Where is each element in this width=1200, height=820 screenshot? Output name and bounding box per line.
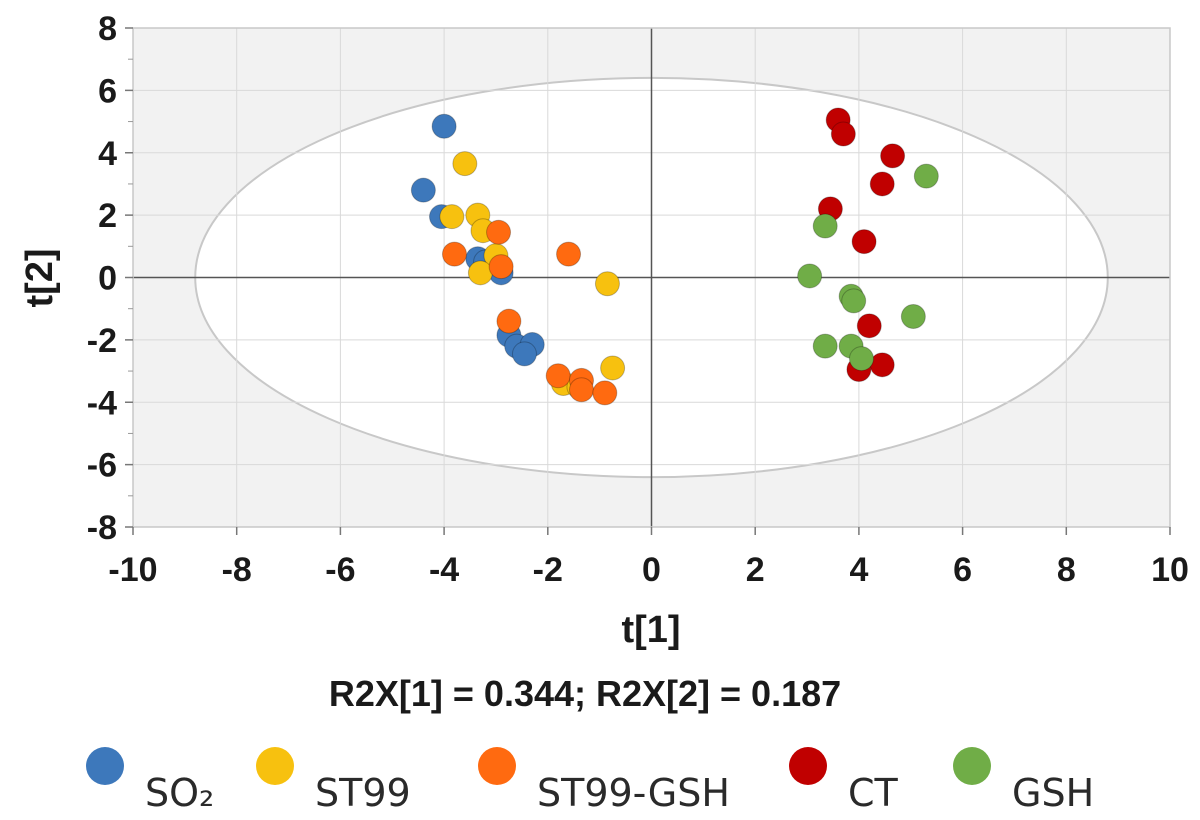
legend-label: GSH (1012, 771, 1094, 815)
legend-marker (256, 747, 294, 785)
data-point (851, 229, 877, 255)
x-axis-ticks: -10 -8 -6 -4 -2 0 2 4 6 8 10 (108, 527, 1189, 589)
legend-marker (86, 747, 124, 785)
data-point (439, 204, 465, 230)
data-point (848, 346, 874, 372)
data-point (556, 241, 582, 267)
y-tick-label: 2 (98, 197, 117, 235)
x-tick-label: -2 (533, 551, 563, 589)
data-point (880, 143, 906, 169)
data-point (592, 380, 618, 406)
data-point (488, 254, 514, 280)
data-point (830, 121, 856, 147)
data-point (797, 263, 823, 289)
x-tick-label: -10 (108, 551, 157, 589)
data-point (913, 163, 939, 189)
legend-label: ST99-GSH (537, 771, 730, 815)
data-point (511, 341, 537, 367)
data-point (410, 177, 436, 203)
x-tick-label: 2 (746, 551, 765, 589)
x-tick-label: 4 (849, 551, 868, 589)
x-tick-label: 10 (1151, 551, 1189, 589)
data-point (441, 241, 467, 267)
y-axis-ticks: -8 -6 -4 -2 0 2 4 6 8 (87, 10, 133, 547)
data-point (452, 151, 478, 177)
legend-marker (789, 747, 827, 785)
legend-marker (478, 747, 516, 785)
y-tick-label: -8 (87, 509, 117, 547)
data-point (486, 219, 512, 245)
r2x-caption: R2X[1] = 0.344; R2X[2] = 0.187 (329, 673, 841, 714)
data-point (812, 213, 838, 239)
y-tick-label: -4 (87, 384, 117, 422)
data-point (856, 313, 882, 339)
legend: SO₂ ST99 ST99-GSH CT GSH (86, 747, 1094, 815)
x-axis-title: t[1] (621, 609, 680, 651)
data-point (869, 352, 895, 378)
data-point (594, 271, 620, 297)
data-point (496, 308, 522, 334)
y-tick-label: 8 (98, 10, 117, 48)
x-tick-label: -4 (429, 551, 459, 589)
x-tick-label: -6 (325, 551, 355, 589)
data-point (431, 113, 457, 139)
y-tick-label: 0 (98, 260, 117, 298)
legend-label: ST99 (315, 771, 411, 815)
data-point (812, 333, 838, 359)
x-tick-label: -8 (222, 551, 252, 589)
y-axis-title: t[2] (19, 248, 61, 307)
data-point (467, 260, 493, 286)
zero-axis-lines (133, 28, 1170, 527)
x-tick-label: 0 (642, 551, 661, 589)
data-point (841, 288, 867, 314)
data-point (869, 171, 895, 197)
legend-label: CT (848, 771, 899, 815)
x-tick-label: 6 (953, 551, 972, 589)
legend-label: SO₂ (145, 771, 214, 815)
data-point (600, 355, 626, 381)
y-tick-label: -6 (87, 447, 117, 485)
legend-marker (953, 747, 991, 785)
data-points (410, 107, 939, 406)
x-tick-label: 8 (1057, 551, 1076, 589)
y-tick-label: 4 (98, 135, 117, 173)
data-point (900, 303, 926, 329)
y-tick-label: -2 (87, 322, 117, 360)
data-point (545, 363, 571, 389)
data-point (569, 377, 595, 403)
y-tick-label: 6 (98, 72, 117, 110)
